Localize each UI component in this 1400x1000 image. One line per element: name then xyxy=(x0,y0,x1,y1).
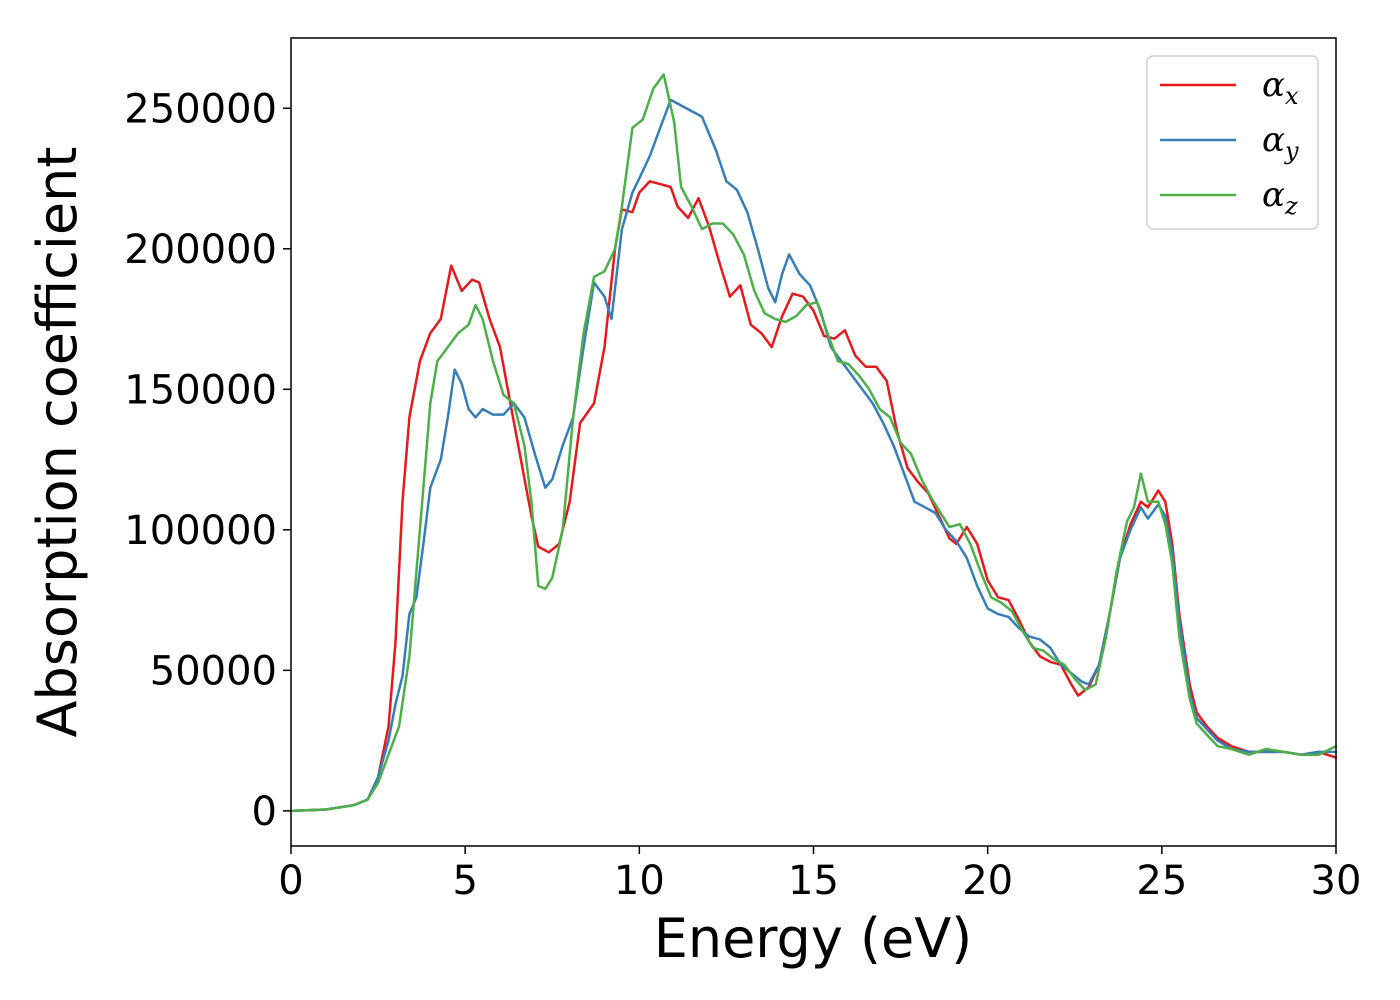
y-axis-label: Absorption coefficient xyxy=(26,147,89,738)
y-tick-label: 100000 xyxy=(124,508,277,554)
series-line-y xyxy=(289,98,1338,813)
legend-label-y: αy xyxy=(1262,120,1299,165)
x-tick-label: 15 xyxy=(788,858,839,904)
y-tick-label: 150000 xyxy=(124,367,277,413)
y-tick-label: 50000 xyxy=(150,648,277,694)
plot-series xyxy=(289,73,1338,813)
x-tick-label: 20 xyxy=(962,858,1013,904)
x-axis-ticks: 0 5 10 15 20 25 30 xyxy=(278,846,1361,904)
legend: αx αy αz xyxy=(1146,55,1319,230)
x-tick-label: 10 xyxy=(614,858,665,904)
y-axis-ticks: 0 50000 100000 150000 200000 250000 xyxy=(124,86,291,835)
legend-box xyxy=(1146,55,1319,230)
x-axis-label: Energy (eV) xyxy=(654,907,973,970)
y-tick-label: 0 xyxy=(252,789,277,835)
y-tick-label: 250000 xyxy=(124,86,277,132)
x-tick-label: 25 xyxy=(1136,858,1187,904)
series-line-z xyxy=(289,73,1338,813)
series-line-x xyxy=(289,180,1338,813)
legend-label-z: αz xyxy=(1262,175,1298,220)
x-tick-label: 5 xyxy=(452,858,477,904)
x-tick-label: 30 xyxy=(1311,858,1362,904)
legend-label-x: αx xyxy=(1262,65,1299,110)
x-tick-label: 0 xyxy=(278,858,303,904)
y-tick-label: 200000 xyxy=(124,227,277,273)
